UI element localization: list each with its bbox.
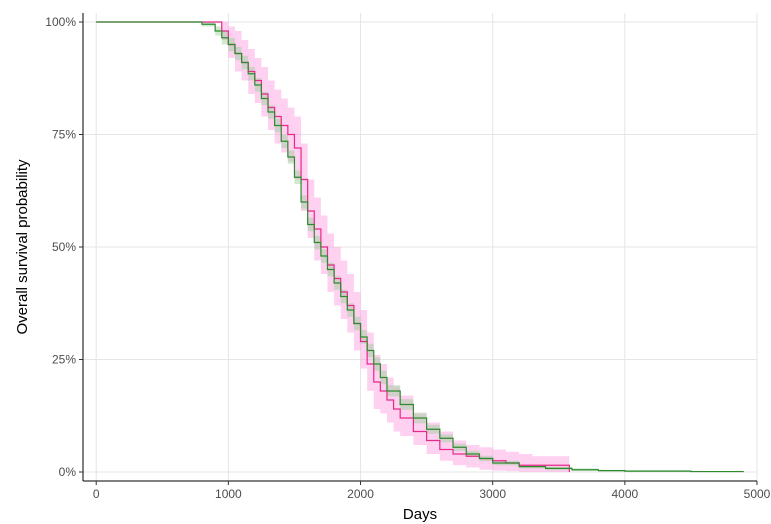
y-tick-label: 75%	[52, 128, 76, 142]
x-tick-label: 2000	[347, 487, 374, 501]
y-tick-label: 0%	[59, 465, 77, 479]
y-axis-title: Overall survival probability	[14, 159, 31, 335]
x-tick-label: 3000	[479, 487, 506, 501]
x-axis-title: Days	[403, 506, 437, 523]
survival-curve-1	[96, 21, 570, 472]
x-tick-label: 1000	[215, 487, 242, 501]
survival-curves	[96, 21, 744, 473]
y-tick-label: 100%	[45, 15, 76, 29]
y-tick-label: 25%	[52, 353, 76, 367]
survival-curve-2	[96, 21, 744, 473]
confidence-band-1	[96, 22, 570, 472]
axes: 0 1000 2000 3000 4000 5000 0% 25% 50% 75% 100%	[45, 13, 771, 501]
x-tick-label: 0	[93, 487, 100, 501]
grid-layer	[83, 13, 758, 481]
y-tick-label: 50%	[52, 240, 76, 254]
confidence-bands	[96, 22, 744, 472]
x-tick-label: 4000	[611, 487, 638, 501]
x-tick-label: 5000	[744, 487, 771, 501]
